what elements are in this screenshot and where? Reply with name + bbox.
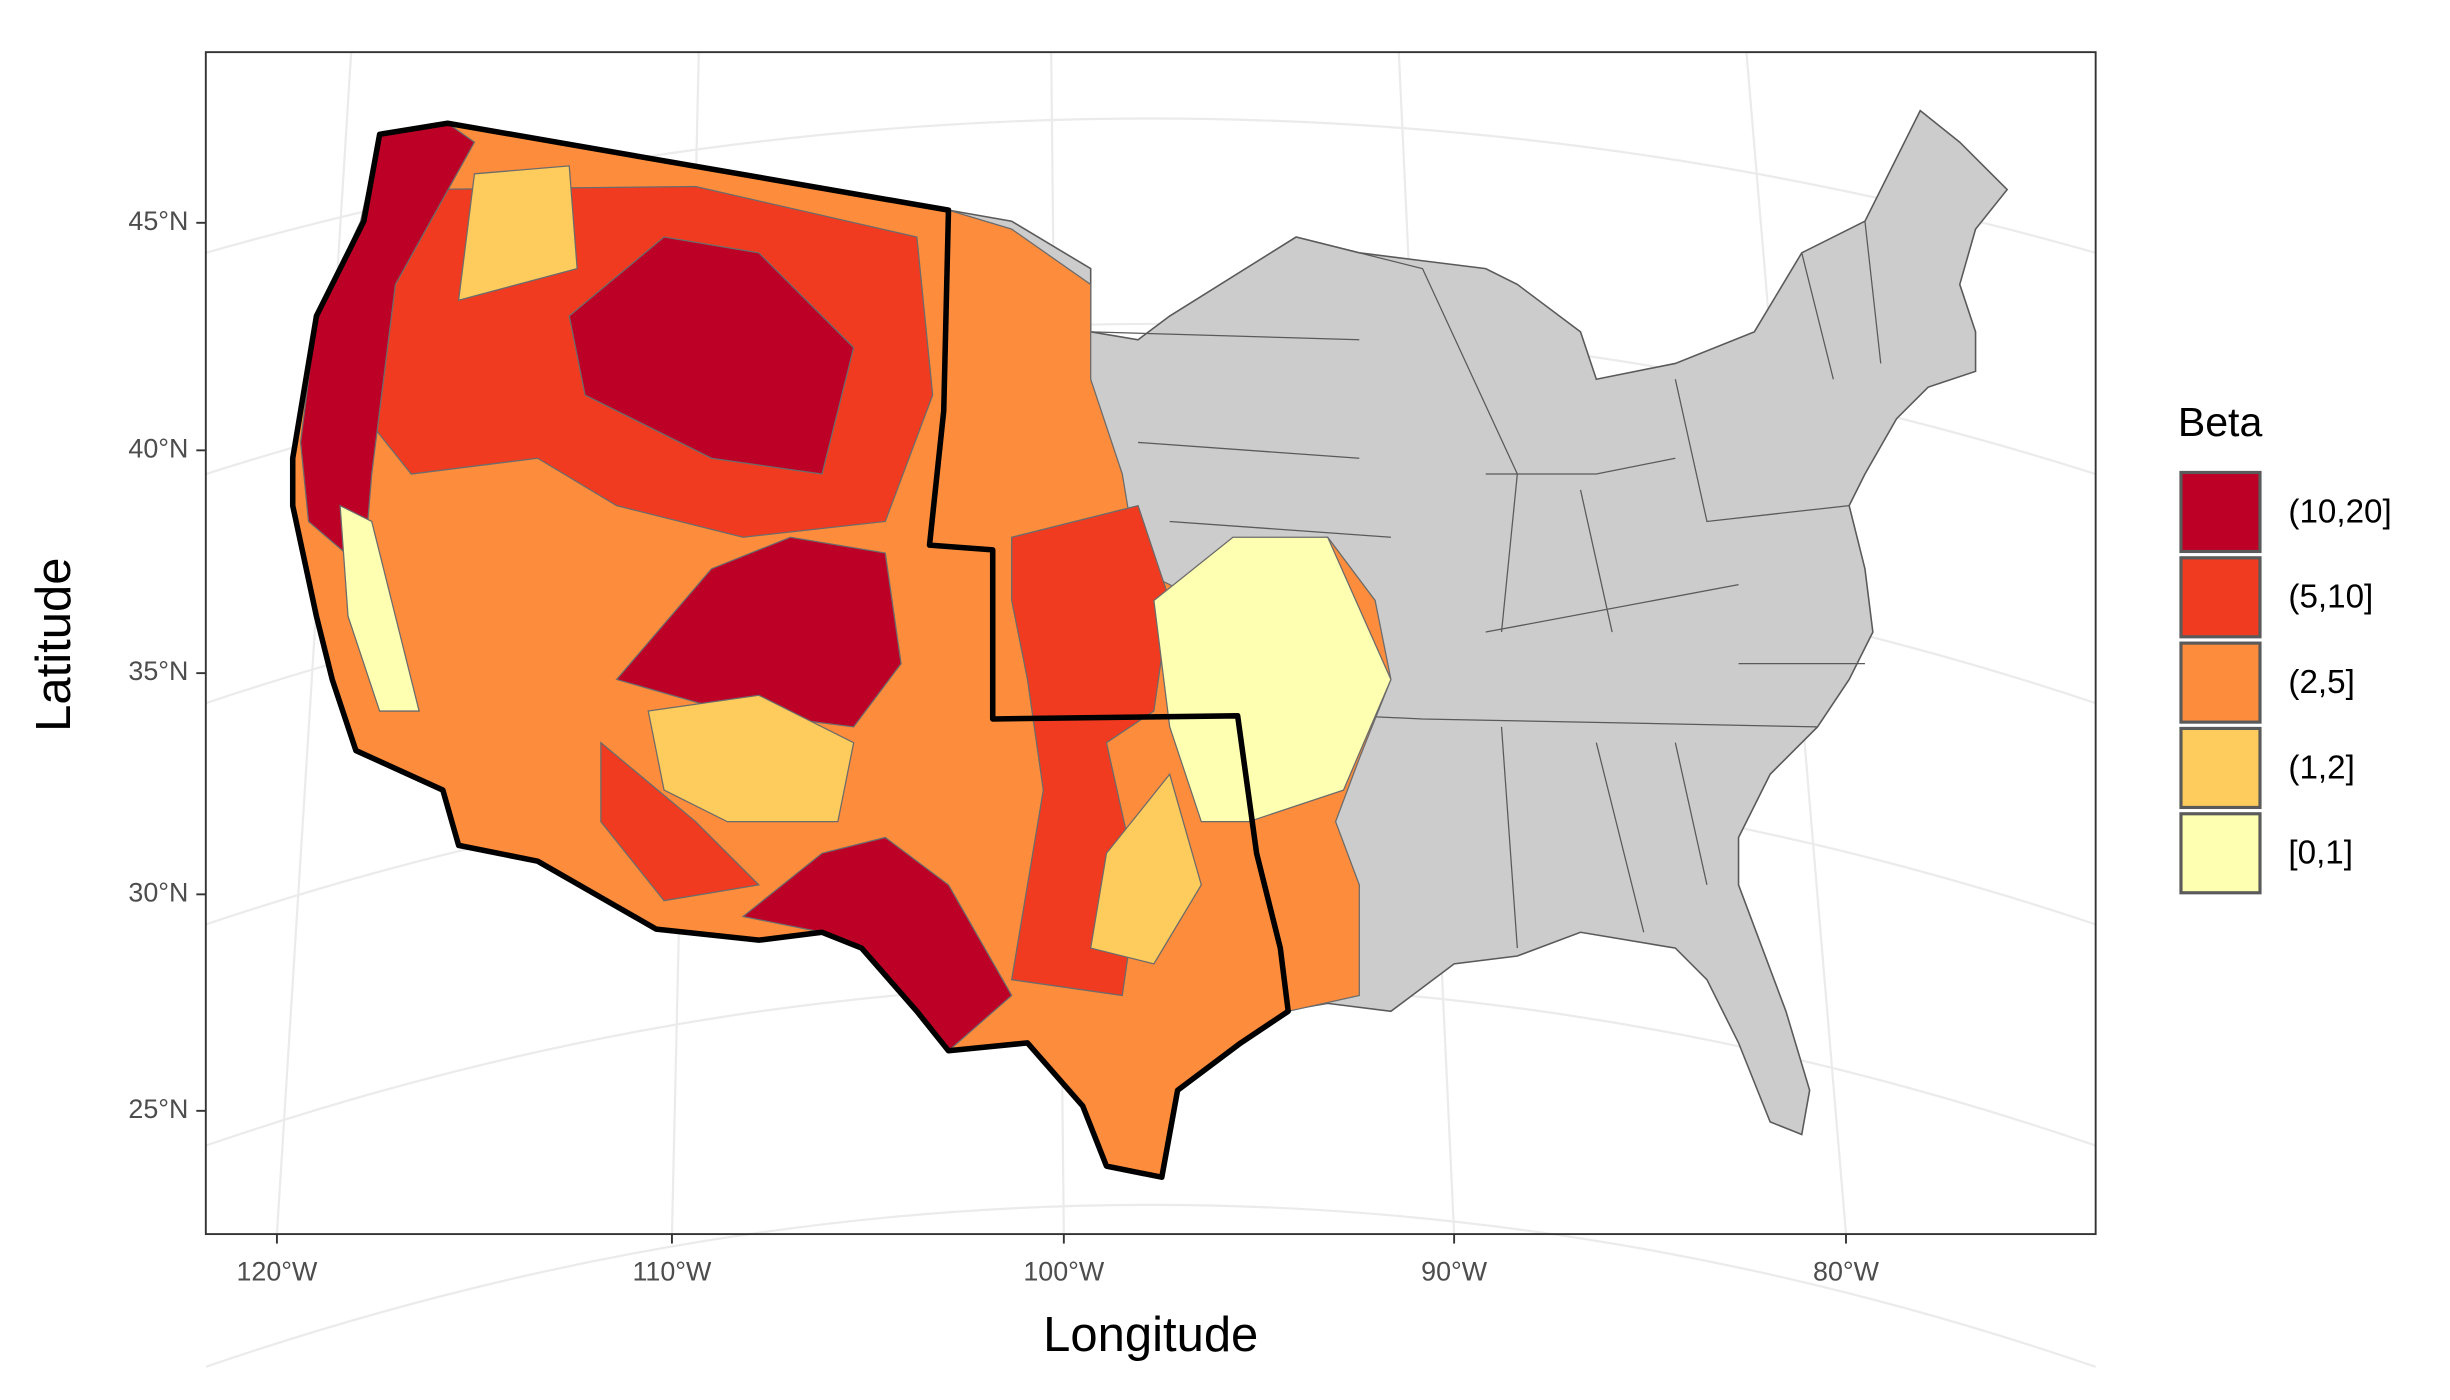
y-tick-label: 30°N bbox=[128, 877, 188, 907]
region bbox=[600, 741, 761, 902]
y-tick-label: 40°N bbox=[128, 433, 188, 463]
x-tick-label: 80°W bbox=[1813, 1257, 1880, 1287]
y-tick-label: 25°N bbox=[128, 1094, 188, 1124]
x-tick-label: 90°W bbox=[1421, 1257, 1488, 1287]
panel bbox=[204, 51, 2097, 1368]
graticule-line bbox=[205, 1203, 2097, 1368]
legend-label: [0,1] bbox=[2288, 835, 2353, 872]
legend-swatch bbox=[2179, 641, 2262, 724]
y-tick-label: 45°N bbox=[128, 206, 188, 236]
region bbox=[568, 236, 855, 475]
legend-swatch bbox=[2179, 726, 2262, 810]
region bbox=[1153, 536, 1392, 823]
legend-title: Beta bbox=[2178, 399, 2263, 445]
region bbox=[457, 165, 578, 302]
x-tick-label: 100°W bbox=[1023, 1257, 1105, 1287]
axes: 120°W 110°W 100°W 90°W 80°W 45°N 40°N 35°N 30°N 2… bbox=[128, 206, 1879, 1287]
y-axis-title: Latitude bbox=[27, 558, 81, 732]
x-tick-label: 110°W bbox=[632, 1257, 712, 1287]
graticule-line bbox=[275, 52, 353, 1235]
y-tick-label: 35°N bbox=[128, 656, 188, 686]
legend-label: (10,20] bbox=[2288, 493, 2391, 530]
legend-label: (2,5] bbox=[2288, 664, 2354, 701]
legend-swatch bbox=[2179, 556, 2262, 639]
legend: Beta (10,20] (5,10] (2,5] (1,2] [0,1] bbox=[2178, 399, 2392, 895]
panel-border bbox=[204, 51, 2097, 1236]
legend-label: (1,2] bbox=[2288, 749, 2354, 786]
x-axis-title: Longitude bbox=[1043, 1308, 1258, 1362]
legend-swatch bbox=[2179, 470, 2262, 554]
legend-label: (5,10] bbox=[2288, 579, 2373, 616]
region bbox=[1089, 772, 1202, 965]
legend-swatch bbox=[2179, 812, 2262, 895]
west-boundary bbox=[289, 120, 1291, 1180]
region bbox=[339, 504, 420, 712]
region bbox=[647, 694, 855, 823]
x-tick-label: 120°W bbox=[236, 1257, 318, 1287]
